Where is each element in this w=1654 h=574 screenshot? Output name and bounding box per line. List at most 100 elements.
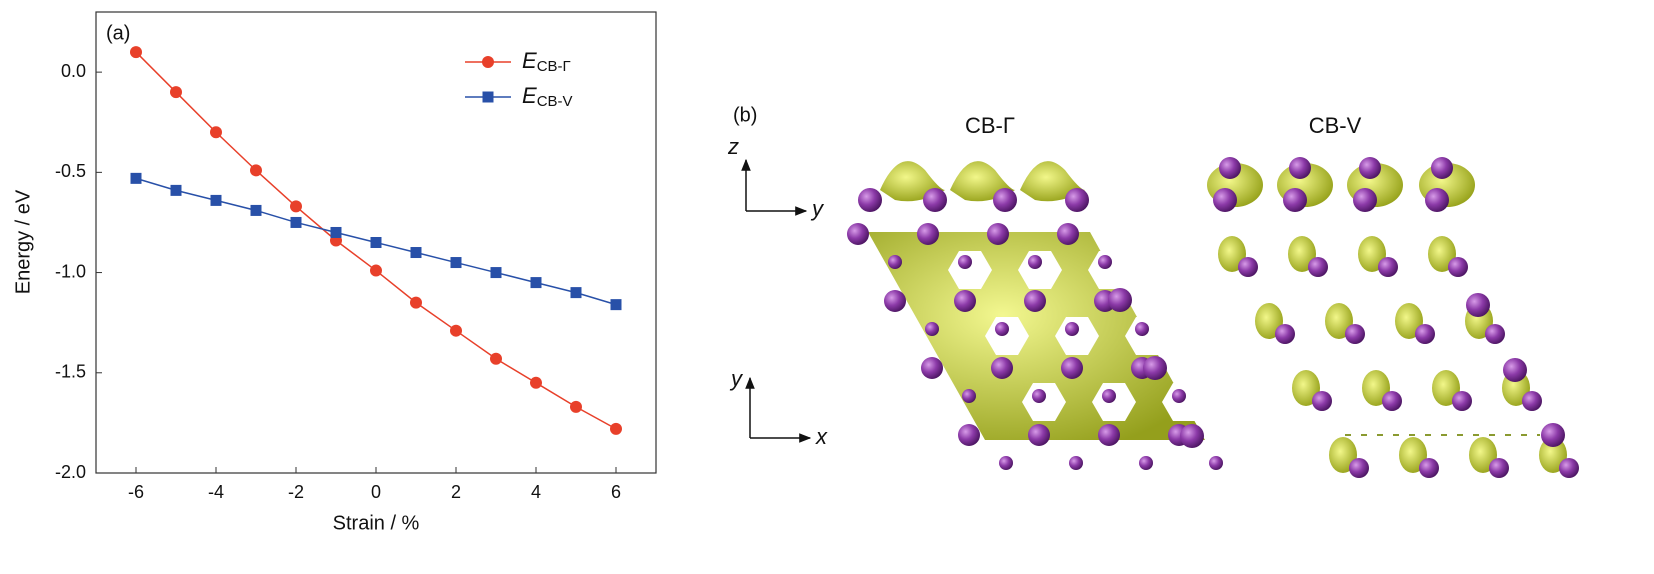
atom — [1359, 157, 1381, 179]
y-tick-label: 0.0 — [61, 61, 86, 81]
atom — [954, 290, 976, 312]
atom — [1466, 293, 1490, 317]
atom — [921, 357, 943, 379]
marker — [450, 257, 462, 269]
x-tick-label: -2 — [288, 482, 304, 502]
marker — [370, 237, 382, 248]
atom — [1312, 391, 1332, 411]
marker — [170, 184, 182, 196]
marker — [290, 216, 302, 228]
atom — [1382, 391, 1402, 411]
atom — [1431, 157, 1453, 179]
atom — [1143, 356, 1167, 380]
y-tick-label: -1.0 — [55, 261, 86, 281]
atom — [958, 424, 980, 446]
atom — [1098, 255, 1112, 269]
atom — [1065, 188, 1089, 212]
marker — [410, 247, 422, 259]
legend-label: ECB-Γ — [522, 48, 571, 75]
atom — [1180, 424, 1204, 448]
atom — [1069, 456, 1083, 470]
x-tick-label: -6 — [128, 482, 144, 502]
marker — [530, 277, 542, 289]
marker — [210, 194, 222, 206]
atom — [1289, 157, 1311, 179]
marker — [370, 264, 382, 277]
atom — [858, 188, 882, 212]
panel-b: (b) CB-Γ CB-V z y y x — [727, 104, 1579, 478]
x-axis-label: Strain / % — [333, 512, 420, 534]
atom — [1308, 257, 1328, 277]
atom — [888, 255, 902, 269]
atom — [1522, 391, 1542, 411]
panel-label: (a) — [106, 22, 130, 44]
atom — [1489, 458, 1509, 478]
atom — [962, 389, 976, 403]
legend-marker — [482, 91, 494, 103]
marker — [450, 324, 462, 337]
atom — [1419, 458, 1439, 478]
isosurface — [1020, 161, 1085, 202]
atom — [1061, 357, 1083, 379]
atom — [1024, 290, 1046, 312]
atom — [1219, 157, 1241, 179]
x-tick-label: 4 — [531, 482, 541, 502]
y-tick-label: -1.5 — [55, 362, 86, 382]
atom — [993, 188, 1017, 212]
atom — [1209, 456, 1223, 470]
atom — [1135, 322, 1149, 336]
atom — [995, 322, 1009, 336]
atom — [917, 223, 939, 245]
atom — [925, 322, 939, 336]
atom — [1172, 389, 1186, 403]
atom — [1213, 188, 1237, 212]
axis-letter: z — [727, 134, 739, 159]
atom — [1238, 257, 1258, 277]
atom — [1541, 423, 1565, 447]
legend-marker — [482, 56, 494, 68]
atom — [1283, 188, 1307, 212]
x-tick-label: 6 — [611, 482, 621, 502]
atom — [1485, 324, 1505, 344]
atom — [1028, 424, 1050, 446]
marker — [330, 226, 342, 238]
panel-title: CB-Γ — [965, 113, 1015, 138]
atom — [999, 456, 1013, 470]
atom — [1102, 389, 1116, 403]
marker — [530, 376, 542, 389]
x-tick-label: -4 — [208, 482, 224, 502]
atom — [1345, 324, 1365, 344]
atom — [1065, 322, 1079, 336]
atom — [1425, 188, 1449, 212]
atom — [1452, 391, 1472, 411]
marker — [610, 299, 622, 311]
marker — [570, 400, 582, 413]
marker — [250, 204, 262, 216]
marker — [570, 287, 582, 299]
marker — [130, 172, 142, 184]
marker — [170, 86, 182, 99]
marker — [410, 296, 422, 309]
atom — [1349, 458, 1369, 478]
x-tick-label: 0 — [371, 482, 381, 502]
marker — [210, 126, 222, 139]
atom — [1448, 257, 1468, 277]
axis-letter: y — [810, 196, 825, 221]
atom — [1275, 324, 1295, 344]
atom — [1108, 288, 1132, 312]
atom — [1353, 188, 1377, 212]
panel-title: CB-V — [1309, 113, 1362, 138]
marker — [130, 46, 142, 59]
marker — [610, 422, 622, 435]
atom — [1378, 257, 1398, 277]
atom — [884, 290, 906, 312]
atom — [1032, 389, 1046, 403]
atom — [1139, 456, 1153, 470]
y-tick-label: -2.0 — [55, 462, 86, 482]
y-tick-label: -0.5 — [55, 161, 86, 181]
atom — [847, 223, 869, 245]
atom — [1057, 223, 1079, 245]
atom — [987, 223, 1009, 245]
atom — [923, 188, 947, 212]
atom — [991, 357, 1013, 379]
